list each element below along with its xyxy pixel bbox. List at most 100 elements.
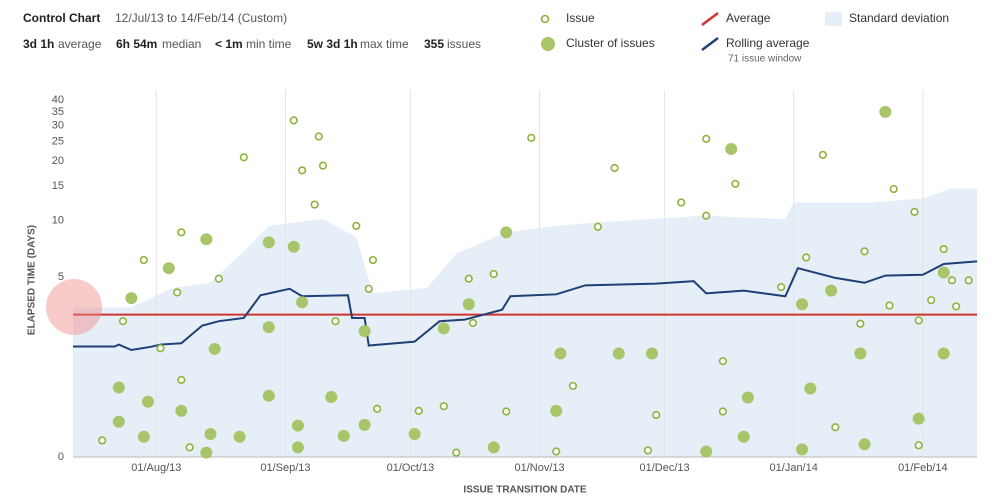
cluster-point[interactable]	[437, 322, 450, 335]
issue-point[interactable]	[318, 161, 328, 170]
issue-point[interactable]	[856, 319, 865, 328]
cluster-point[interactable]	[175, 404, 188, 417]
cluster-point[interactable]	[112, 381, 125, 394]
cluster-point[interactable]	[208, 342, 221, 355]
issue-point[interactable]	[593, 222, 603, 231]
cluster-point[interactable]	[112, 415, 125, 428]
issue-point[interactable]	[914, 441, 923, 450]
issue-point[interactable]	[331, 317, 340, 326]
cluster-point[interactable]	[408, 428, 421, 441]
cluster-point[interactable]	[487, 441, 500, 454]
cluster-point[interactable]	[612, 347, 625, 360]
issue-point[interactable]	[885, 301, 894, 310]
issue-point[interactable]	[731, 179, 740, 188]
issue-point[interactable]	[139, 255, 148, 265]
cluster-point[interactable]	[162, 262, 175, 275]
issue-point[interactable]	[214, 274, 223, 283]
issue-point[interactable]	[177, 375, 186, 385]
issue-point[interactable]	[314, 132, 323, 141]
cluster-point[interactable]	[462, 298, 475, 311]
cluster-point[interactable]	[937, 266, 950, 279]
issue-point[interactable]	[568, 381, 578, 391]
cluster-point[interactable]	[796, 298, 809, 311]
issue-point[interactable]	[368, 255, 378, 265]
issue-point[interactable]	[177, 228, 186, 237]
cluster-point[interactable]	[912, 412, 925, 425]
cluster-point[interactable]	[804, 382, 817, 395]
issue-point[interactable]	[702, 211, 711, 220]
issue-point[interactable]	[914, 316, 923, 325]
cluster-point[interactable]	[262, 236, 275, 249]
cluster-point[interactable]	[204, 428, 217, 441]
cluster-point[interactable]	[854, 347, 867, 360]
cluster-point[interactable]	[200, 446, 213, 459]
issue-point[interactable]	[860, 247, 869, 256]
cluster-point[interactable]	[358, 325, 371, 338]
issue-point[interactable]	[552, 447, 561, 456]
issue-point[interactable]	[889, 184, 898, 194]
issue-point[interactable]	[927, 296, 936, 305]
issue-point[interactable]	[502, 407, 511, 416]
cluster-point[interactable]	[725, 142, 738, 155]
issue-point[interactable]	[468, 318, 478, 328]
issue-point[interactable]	[373, 404, 382, 413]
cluster-point[interactable]	[137, 430, 150, 443]
cluster-point[interactable]	[737, 430, 750, 443]
issue-point[interactable]	[414, 406, 423, 415]
issue-point[interactable]	[910, 207, 919, 216]
cluster-point[interactable]	[200, 233, 213, 246]
issue-point[interactable]	[489, 269, 498, 279]
issue-point[interactable]	[818, 150, 827, 159]
cluster-point[interactable]	[291, 441, 304, 454]
issue-point[interactable]	[964, 276, 973, 285]
cluster-point[interactable]	[646, 347, 659, 360]
issue-point[interactable]	[298, 166, 307, 175]
cluster-point[interactable]	[825, 284, 838, 297]
issue-point[interactable]	[610, 163, 619, 173]
cluster-point[interactable]	[358, 418, 371, 431]
cluster-point[interactable]	[233, 430, 246, 443]
cluster-point[interactable]	[262, 321, 275, 334]
date-range[interactable]: 12/Jul/13 to 14/Feb/14 (Custom)	[115, 11, 287, 25]
issue-point[interactable]	[452, 448, 461, 457]
issue-point[interactable]	[947, 276, 957, 285]
issue-point[interactable]	[173, 288, 182, 297]
issue-point[interactable]	[310, 200, 319, 209]
cluster-point[interactable]	[879, 105, 892, 118]
cluster-point[interactable]	[296, 296, 309, 309]
cluster-point[interactable]	[858, 438, 871, 451]
issue-point[interactable]	[939, 244, 948, 254]
issue-point[interactable]	[718, 357, 727, 366]
cluster-point[interactable]	[287, 240, 300, 253]
issue-point[interactable]	[527, 133, 536, 142]
issue-point[interactable]	[952, 302, 961, 311]
cluster-point[interactable]	[337, 429, 350, 442]
issue-point[interactable]	[677, 198, 686, 207]
issue-point[interactable]	[352, 221, 361, 230]
issue-point[interactable]	[364, 284, 373, 293]
issue-point[interactable]	[802, 253, 811, 262]
cluster-point[interactable]	[550, 404, 563, 417]
cluster-point[interactable]	[125, 292, 138, 305]
issue-point[interactable]	[98, 436, 107, 445]
issue-point[interactable]	[702, 134, 711, 143]
cluster-point[interactable]	[500, 226, 513, 239]
issue-point[interactable]	[118, 317, 128, 326]
issue-point[interactable]	[185, 443, 194, 452]
issue-point[interactable]	[156, 344, 165, 353]
issue-point[interactable]	[718, 407, 727, 416]
issue-point[interactable]	[831, 423, 840, 432]
cluster-point[interactable]	[700, 445, 713, 458]
issue-point[interactable]	[289, 116, 298, 125]
cluster-point[interactable]	[554, 347, 567, 360]
issue-point[interactable]	[643, 446, 652, 455]
cluster-point[interactable]	[937, 347, 950, 360]
issue-point[interactable]	[464, 274, 473, 283]
issue-point[interactable]	[652, 410, 661, 420]
cluster-point[interactable]	[141, 395, 154, 408]
cluster-point[interactable]	[325, 390, 338, 403]
issue-point[interactable]	[239, 153, 248, 162]
cluster-point[interactable]	[741, 391, 754, 404]
cluster-point[interactable]	[291, 419, 304, 432]
issue-point[interactable]	[439, 402, 448, 411]
